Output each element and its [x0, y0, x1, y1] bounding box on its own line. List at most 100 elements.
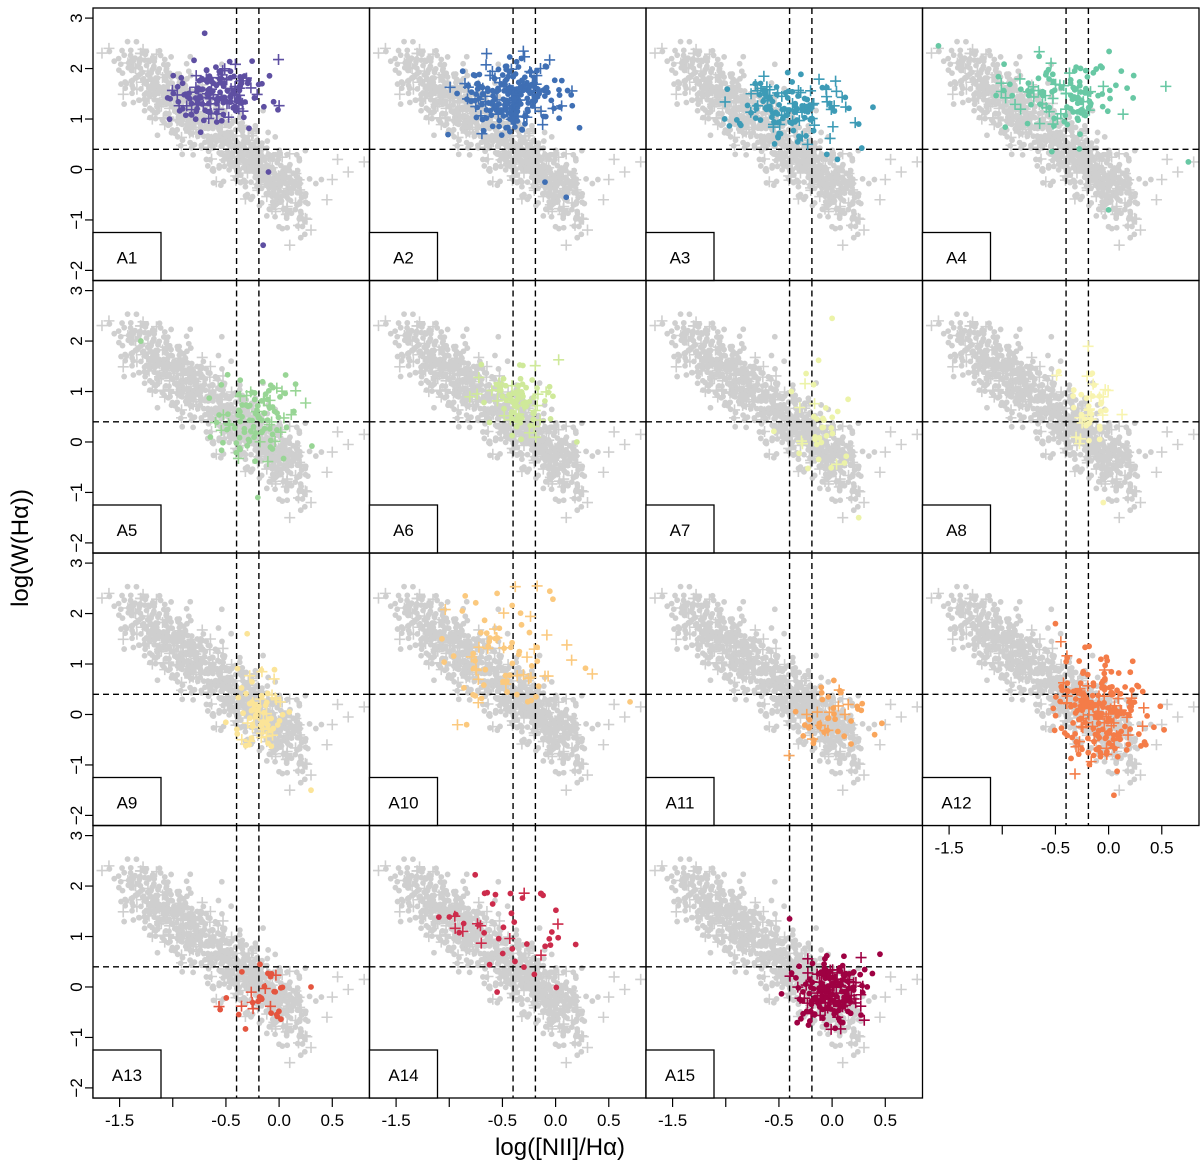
background-point: [1131, 218, 1138, 225]
background-point: [428, 92, 434, 99]
background-point: [1117, 197, 1123, 204]
background-point: [1047, 130, 1053, 136]
cluster-point: [197, 129, 204, 136]
background-point: [950, 52, 957, 59]
background-point: [1016, 53, 1023, 60]
cluster-point: [1112, 82, 1119, 89]
background-point: [119, 47, 125, 54]
background-point: [854, 231, 861, 238]
panel-plot-area: [922, 8, 1199, 281]
background-point: [1127, 208, 1134, 215]
background-point: [1142, 180, 1149, 187]
background-point: [190, 120, 197, 127]
cluster-point: [995, 77, 1007, 89]
background-point: [540, 138, 547, 144]
background-point: [121, 324, 128, 331]
background-point: [161, 56, 168, 63]
cluster-point: [223, 111, 235, 123]
background-point: [530, 127, 536, 133]
background-point: [997, 54, 1004, 60]
background-point: [237, 172, 244, 178]
cluster-point: [519, 77, 525, 84]
background-point: [492, 162, 499, 169]
background-point: [738, 112, 745, 119]
cluster-point: [1000, 87, 1007, 94]
cluster-point: [566, 85, 578, 97]
background-point: [111, 58, 118, 65]
background-point: [825, 213, 831, 220]
background-point: [991, 56, 998, 63]
background-point: [960, 83, 972, 95]
background-point: [730, 97, 742, 109]
background-point: [828, 151, 835, 158]
background-point: [294, 440, 301, 446]
panel-plot-area: [646, 8, 923, 281]
background-point: [707, 97, 714, 104]
background-point: [241, 177, 247, 184]
background-point: [141, 107, 148, 114]
background-point: [1113, 167, 1120, 174]
background-point: [742, 93, 748, 100]
background-point: [1172, 166, 1184, 178]
cluster-point: [779, 106, 786, 113]
background-point: [1015, 119, 1022, 126]
background-point: [425, 107, 432, 113]
background-point: [135, 47, 147, 59]
background-point: [265, 129, 272, 136]
background-point: [147, 75, 154, 82]
background-point: [1020, 120, 1026, 127]
cluster-point: [167, 95, 174, 102]
background-point: [709, 65, 716, 72]
background-point: [423, 114, 430, 121]
background-point: [169, 127, 176, 133]
background-point: [702, 54, 709, 61]
background-point: [226, 123, 233, 129]
background-point: [218, 61, 225, 68]
cluster-point: [528, 83, 534, 89]
background-point: [174, 382, 181, 389]
background-point: [1062, 126, 1069, 133]
cluster-point: [223, 98, 229, 105]
background-point: [1082, 157, 1089, 164]
background-point: [252, 145, 259, 152]
cluster-point: [444, 81, 456, 93]
cluster-point: [1058, 84, 1065, 91]
background-point: [871, 176, 878, 183]
background-point: [1099, 175, 1106, 182]
cluster-point: [1033, 46, 1045, 58]
background-point: [837, 167, 843, 174]
background-point: [221, 163, 228, 170]
background-point: [669, 67, 675, 74]
background-point: [519, 183, 525, 190]
y-tick-label: 3: [67, 13, 86, 22]
background-point: [103, 42, 115, 54]
background-point: [694, 91, 701, 98]
background-point: [541, 129, 548, 136]
background-point: [725, 91, 737, 103]
cluster-point: [773, 91, 780, 98]
background-point: [183, 333, 190, 340]
cluster-point: [542, 63, 549, 70]
cluster-point: [1073, 64, 1080, 71]
background-point: [261, 157, 268, 164]
background-point: [494, 142, 501, 149]
background-point: [379, 42, 391, 54]
background-point: [463, 53, 470, 60]
cluster-point: [506, 54, 513, 60]
background-point: [840, 185, 846, 192]
background-point: [739, 102, 746, 109]
background-point: [283, 189, 290, 196]
background-point: [143, 62, 150, 69]
background-point: [539, 151, 551, 163]
background-point: [779, 140, 791, 152]
cluster-point: [246, 125, 252, 132]
cluster-point: [203, 67, 210, 74]
background-point: [442, 99, 449, 106]
background-point: [422, 85, 429, 91]
background-point: [1050, 178, 1056, 185]
background-point: [187, 53, 194, 60]
background-point: [156, 338, 163, 345]
background-point: [518, 145, 525, 152]
background-point: [831, 170, 838, 176]
